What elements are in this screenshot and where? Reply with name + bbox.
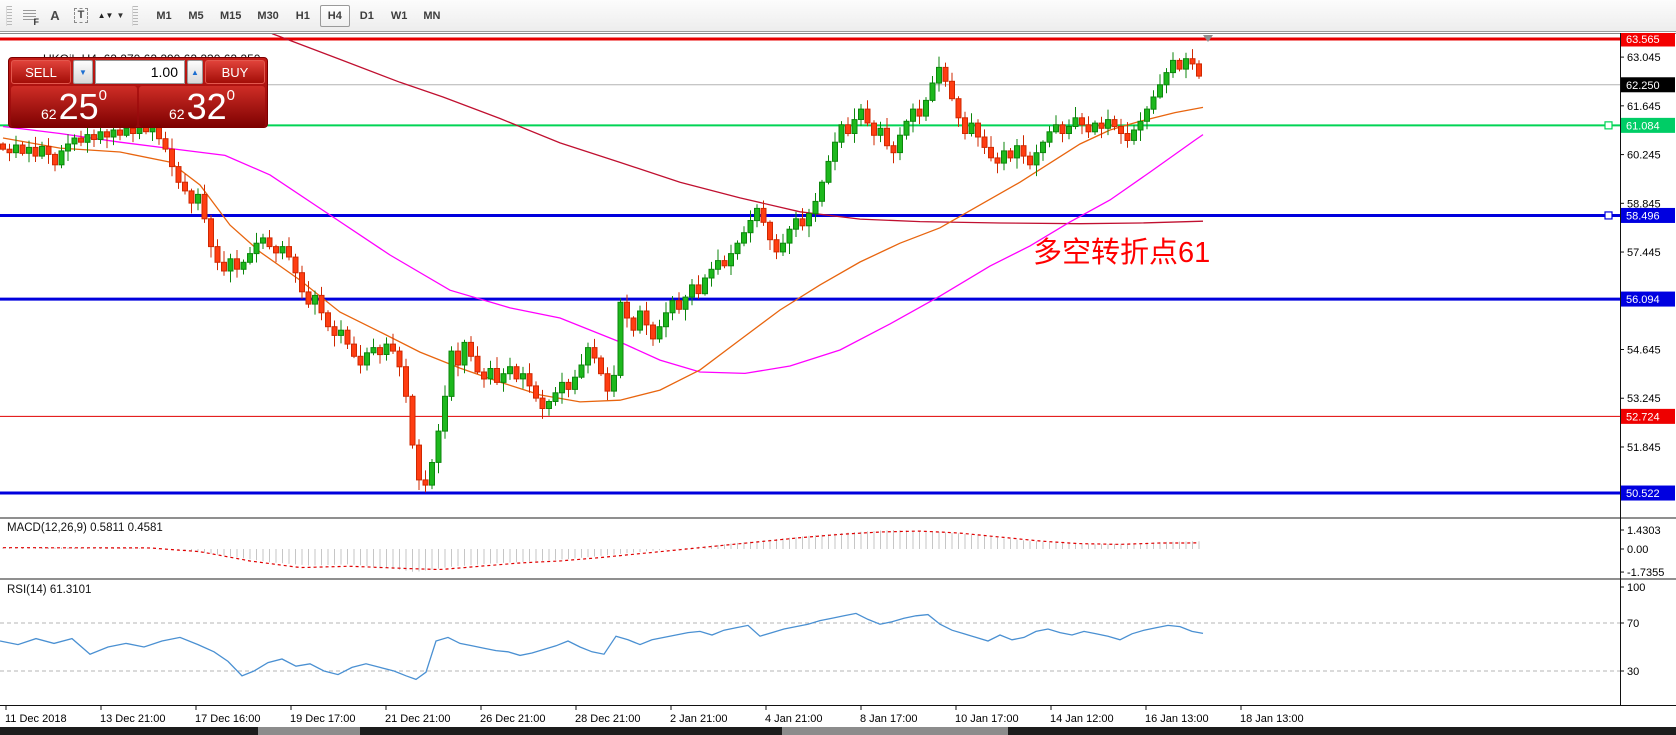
toolbar-gripper[interactable] (6, 5, 12, 26)
time-axis-label: 11 Dec 2018 (5, 713, 67, 725)
volume-increase-button[interactable]: ▲ (187, 60, 203, 84)
svg-text:61.084: 61.084 (1626, 120, 1660, 132)
price-badge-62.250 (1621, 77, 1675, 93)
mid-ma-magenta (2, 125, 1204, 375)
macd-panel (2, 530, 1200, 572)
time-axis-label: 4 Jan 21:00 (765, 713, 823, 725)
timeframe-button-D1[interactable]: D1 (352, 5, 382, 27)
macd-axis-tick: -1.7355 (1627, 567, 1664, 579)
macd-axis-tick: 1.4303 (1627, 525, 1661, 537)
rsi-line (0, 612, 1204, 681)
svg-text:56.094: 56.094 (1626, 294, 1660, 306)
hline-handle-61.084 (1604, 121, 1613, 130)
grid-icon (22, 10, 36, 21)
sell-button[interactable]: SELL (11, 60, 71, 84)
price-tick: 58.845 (1627, 198, 1661, 210)
macd-signal-value: 0.4581 (127, 522, 163, 534)
indicators-grid-icon[interactable]: F (16, 4, 42, 28)
buy-button[interactable]: BUY (205, 60, 265, 84)
timeframe-group: M1 M5 M15 M30 H1 H4 D1 W1 MN (148, 4, 448, 27)
chart-shift-marker (1203, 35, 1213, 42)
dropdown-caret-icon: ▼ (116, 11, 125, 20)
sell-price-pips: 25 (58, 86, 99, 127)
toolbar-gripper-2[interactable] (132, 5, 138, 26)
candles (0, 49, 1202, 493)
price-tick: 57.445 (1627, 247, 1661, 259)
price-badge-56.094 (1621, 291, 1675, 307)
sell-price-display[interactable]: 62 25 0 (11, 86, 137, 127)
price-badge-52.724 (1621, 408, 1675, 424)
text-box-icon[interactable]: T (68, 4, 94, 28)
svg-text:63.565: 63.565 (1626, 34, 1660, 46)
macd-signal-line (3, 530, 1199, 571)
buy-price-point: 0 (226, 87, 235, 104)
price-tick: 61.645 (1627, 101, 1661, 113)
time-axis-label: 26 Dec 21:00 (480, 713, 545, 725)
buy-price-display[interactable]: 62 32 0 (139, 86, 265, 127)
price-tick: 60.245 (1627, 150, 1661, 162)
timeframe-button-H4[interactable]: H4 (319, 4, 350, 27)
timeframe-button-W1[interactable]: W1 (384, 5, 415, 27)
sell-price-big-figure: 62 (41, 106, 57, 122)
toolbar: F A T ▲▼ ▼ M1 M5 M15 M30 H1 H4 D1 W1 MN (0, 0, 1676, 32)
macd-main-value: 0.5811 (90, 522, 125, 534)
time-axis-label: 13 Dec 21:00 (100, 713, 165, 725)
chart-text-annotation[interactable]: 多空转折点61 (1033, 237, 1211, 269)
timeframe-button-M5[interactable]: M5 (181, 5, 211, 27)
rsi-axis-tick: 30 (1627, 666, 1639, 678)
timeframe-button-MN[interactable]: MN (416, 5, 447, 27)
time-axis-label: 18 Jan 13:00 (1240, 713, 1304, 725)
slow-ma-crimson (271, 33, 1204, 225)
fast-ma-orange (2, 106, 1204, 403)
time-axis-label: 17 Dec 16:00 (195, 713, 260, 725)
macd-indicator-label: MACD(12,26,9) 0.5811 0.4581 (7, 522, 163, 534)
price-tick: 53.245 (1627, 393, 1661, 405)
sell-price-point: 0 (98, 87, 107, 104)
svg-text:58.496: 58.496 (1626, 210, 1660, 222)
svg-text:50.522: 50.522 (1626, 488, 1660, 500)
volume-input[interactable] (95, 60, 185, 84)
time-axis-label: 16 Jan 13:00 (1145, 713, 1209, 725)
svg-text:62.250: 62.250 (1626, 80, 1660, 92)
timeframe-button-H1[interactable]: H1 (288, 5, 318, 27)
time-axis-label: 14 Jan 12:00 (1050, 713, 1114, 725)
price-badge-61.084 (1621, 117, 1675, 133)
time-axis-label: 28 Dec 21:00 (575, 713, 640, 725)
time-axis-label: 2 Jan 21:00 (670, 713, 728, 725)
svg-text:52.724: 52.724 (1626, 411, 1660, 423)
price-badge-63.565 (1621, 33, 1675, 47)
chart-area: 63.045 61.645 60.245 58.845 57.445 54.645 53.2… (0, 33, 1676, 735)
chart-canvas[interactable]: 63.045 61.645 60.245 58.845 57.445 54.645 53.2… (0, 33, 1676, 735)
timeframe-button-M30[interactable]: M30 (250, 5, 285, 27)
buy-price-big-figure: 62 (169, 106, 185, 122)
price-tick: 51.845 (1627, 442, 1661, 454)
price-badge-50.522 (1621, 485, 1675, 501)
price-tick: 63.045 (1627, 52, 1661, 64)
arrows-tool-icon[interactable]: ▲▼ ▼ (94, 4, 128, 28)
time-axis-label: 8 Jan 17:00 (860, 713, 918, 725)
volume-decrease-button[interactable]: ▼ (73, 60, 93, 84)
rsi-axis-tick: 70 (1627, 618, 1639, 630)
rsi-axis-tick: 100 (1627, 582, 1645, 594)
time-axis-label: 19 Dec 17:00 (290, 713, 355, 725)
buy-price-pips: 32 (186, 86, 227, 127)
text-label-icon[interactable]: A (42, 4, 68, 28)
rsi-value: 61.3101 (49, 584, 92, 596)
macd-axis-tick: 0.00 (1627, 544, 1648, 556)
timeframe-button-M1[interactable]: M1 (149, 5, 179, 27)
time-axis-label: 10 Jan 17:00 (955, 713, 1019, 725)
price-tick: 54.645 (1627, 345, 1661, 357)
hline-handle-58.496 (1604, 211, 1613, 220)
price-badge-58.496 (1621, 207, 1675, 223)
time-axis-label: 21 Dec 21:00 (385, 713, 450, 725)
rsi-indicator-label: RSI(14) 61.3101 (7, 584, 92, 596)
timeframe-button-M15[interactable]: M15 (213, 5, 248, 27)
